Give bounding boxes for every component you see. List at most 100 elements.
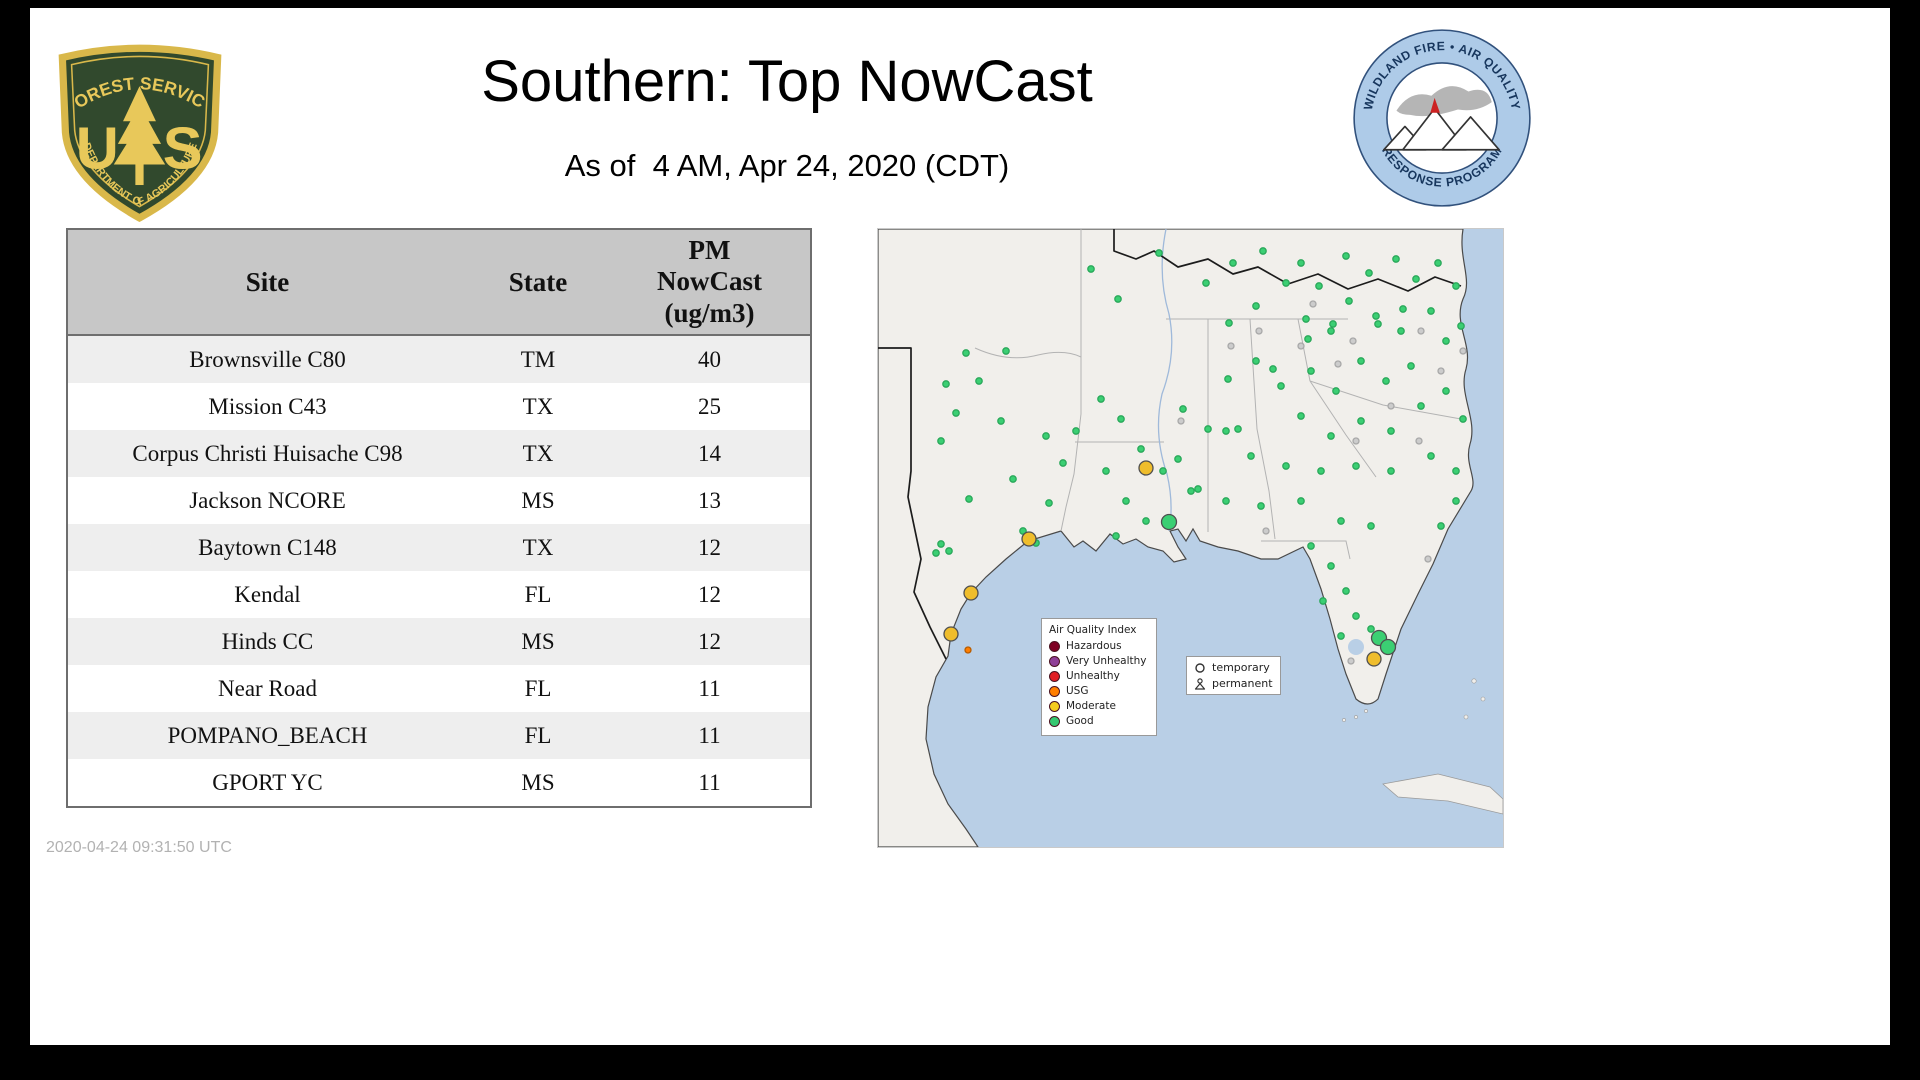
monitor-dot-good-small — [1459, 415, 1467, 423]
monitor-dot-inactive-small — [1459, 347, 1467, 355]
monitor-dot-good-small — [1059, 459, 1067, 467]
fs-letter-u: U — [76, 115, 119, 182]
monitor-dot-good-small — [1259, 247, 1267, 255]
temporary-label: temporary — [1212, 661, 1270, 674]
monitor-dot-good-small — [1269, 365, 1277, 373]
table-row: POMPANO_BEACH FL 11 — [67, 712, 811, 759]
monitor-dot-good-small — [1427, 307, 1435, 315]
monitor-dot-moderate-large — [1138, 460, 1154, 476]
table-row: GPORT YC MS 11 — [67, 759, 811, 807]
aqi-label: USG — [1066, 685, 1089, 697]
monitor-dot-inactive-small — [1424, 555, 1432, 563]
slide-page: FOREST SERVICE DEPARTMENT OF AGRICULTURE… — [30, 8, 1890, 1045]
aqi-color-dot — [1049, 715, 1060, 727]
aqi-label: Unhealthy — [1066, 670, 1120, 682]
monitor-dot-good-small — [965, 495, 973, 503]
value-cell: 11 — [698, 675, 721, 701]
state-cell: TX — [522, 440, 554, 466]
aqi-legend-item: Hazardous — [1049, 640, 1149, 652]
mississippi-river — [1157, 229, 1173, 532]
monitor-dot-inactive-small — [1334, 360, 1342, 368]
monitor-dot-good-small — [1357, 357, 1365, 365]
monitor-dot-good-small — [932, 549, 940, 557]
value-cell: 14 — [698, 440, 721, 466]
monitor-dot-good-small — [1332, 387, 1340, 395]
monitor-dot-good-small — [1142, 517, 1150, 525]
monitor-dot-good-small — [1009, 475, 1017, 483]
permanent-monitor-icon — [1194, 677, 1206, 690]
aqi-color-dot — [1049, 670, 1060, 682]
monitor-dot-good-small — [1307, 367, 1315, 375]
flame-icon — [1430, 97, 1440, 113]
site-cell: Baytown C148 — [198, 534, 337, 560]
site-cell: Mission C43 — [208, 393, 327, 419]
aqi-legend: Air Quality Index Hazardous Very Unhealth… — [1041, 618, 1157, 736]
monitor-dot-good-small — [945, 547, 953, 555]
monitor-dot-good-small — [1202, 279, 1210, 287]
region-boundary — [878, 229, 1462, 660]
monitor-dot-good-small — [1434, 259, 1442, 267]
airfire-logo: WILDLAND FIRE • AIR QUALITY RESPONSE PRO… — [1353, 29, 1531, 207]
monitor-dot-good-small — [1304, 335, 1312, 343]
monitor-dot-good-small — [1317, 467, 1325, 475]
monitor-dot-good-small — [1412, 275, 1420, 283]
fs-letter-s: S — [163, 115, 203, 182]
monitor-dot-good-small — [1122, 497, 1130, 505]
monitor-dot-good-small — [1222, 497, 1230, 505]
land — [878, 229, 1474, 847]
state-cell: FL — [524, 581, 552, 607]
table-row: Jackson NCORE MS 13 — [67, 477, 811, 524]
monitor-dot-good-small — [1452, 467, 1460, 475]
temporary-monitor-icon — [1195, 662, 1205, 673]
monitor-dot-good-small — [1417, 402, 1425, 410]
pine-tree-icon — [113, 86, 166, 186]
monitor-dot-good-large — [1160, 513, 1178, 531]
state-cell: TX — [522, 393, 554, 419]
monitor-dot-inactive-small — [1255, 327, 1263, 335]
monitor-dot-moderate-large — [943, 626, 959, 642]
site-cell: Brownsville C80 — [189, 346, 346, 372]
header-state: State — [467, 229, 609, 336]
state-cell: FL — [524, 675, 552, 701]
monitor-dot-good-small — [1155, 249, 1163, 257]
monitor-dot-good-small — [1159, 467, 1167, 475]
aqi-legend-item: Very Unhealthy — [1049, 655, 1149, 667]
table-row: Near Road FL 11 — [67, 665, 811, 712]
header-site: Site — [67, 229, 467, 336]
monitor-dot-inactive-small — [1227, 342, 1235, 350]
monitor-dot-good-small — [1327, 327, 1335, 335]
monitor-dot-inactive-small — [1387, 402, 1395, 410]
monitor-dot-inactive-small — [1262, 527, 1270, 535]
cuba — [1382, 773, 1503, 815]
permanent-label: permanent — [1212, 677, 1273, 690]
monitor-type-legend: temporary permanent — [1186, 656, 1281, 695]
monitor-dot-good-small — [1282, 279, 1290, 287]
value-cell: 40 — [698, 346, 721, 372]
monitor-dot-good-small — [1229, 259, 1237, 267]
monitor-dot-inactive-small — [1297, 342, 1305, 350]
state-cell: MS — [521, 487, 555, 513]
monitor-dot-good-small — [1452, 497, 1460, 505]
aqi-color-dot — [1049, 685, 1060, 697]
table-header-row: Site State PM NowCast (ug/m3) — [67, 229, 811, 336]
monitor-dot-good-small — [1365, 269, 1373, 277]
site-cell: Kendal — [234, 581, 301, 607]
monitor-dot-good-small — [1234, 425, 1242, 433]
monitor-dot-usg-small — [964, 646, 972, 654]
map-svg — [878, 229, 1503, 847]
monitor-dot-good-small — [937, 540, 945, 548]
aqi-legend-title: Air Quality Index — [1049, 624, 1137, 636]
monitor-dot-good-small — [1367, 625, 1375, 633]
monitor-dot-good-small — [1112, 532, 1120, 540]
monitor-dot-good-small — [942, 380, 950, 388]
monitor-dot-good-small — [1342, 252, 1350, 260]
permanent-row: permanent — [1194, 677, 1273, 690]
monitor-dot-good-small — [1329, 320, 1337, 328]
aqi-legend-item: USG — [1049, 685, 1149, 697]
monitor-dot-good-small — [1342, 587, 1350, 595]
state-borders — [974, 229, 1462, 560]
monitor-dot-good-small — [1114, 295, 1122, 303]
monitor-dot-good-small — [1315, 282, 1323, 290]
site-cell: Near Road — [218, 675, 317, 701]
nowcast-table-body: Brownsville C80 TM 40 Mission C43 TX 25 Corpus… — [67, 335, 811, 807]
